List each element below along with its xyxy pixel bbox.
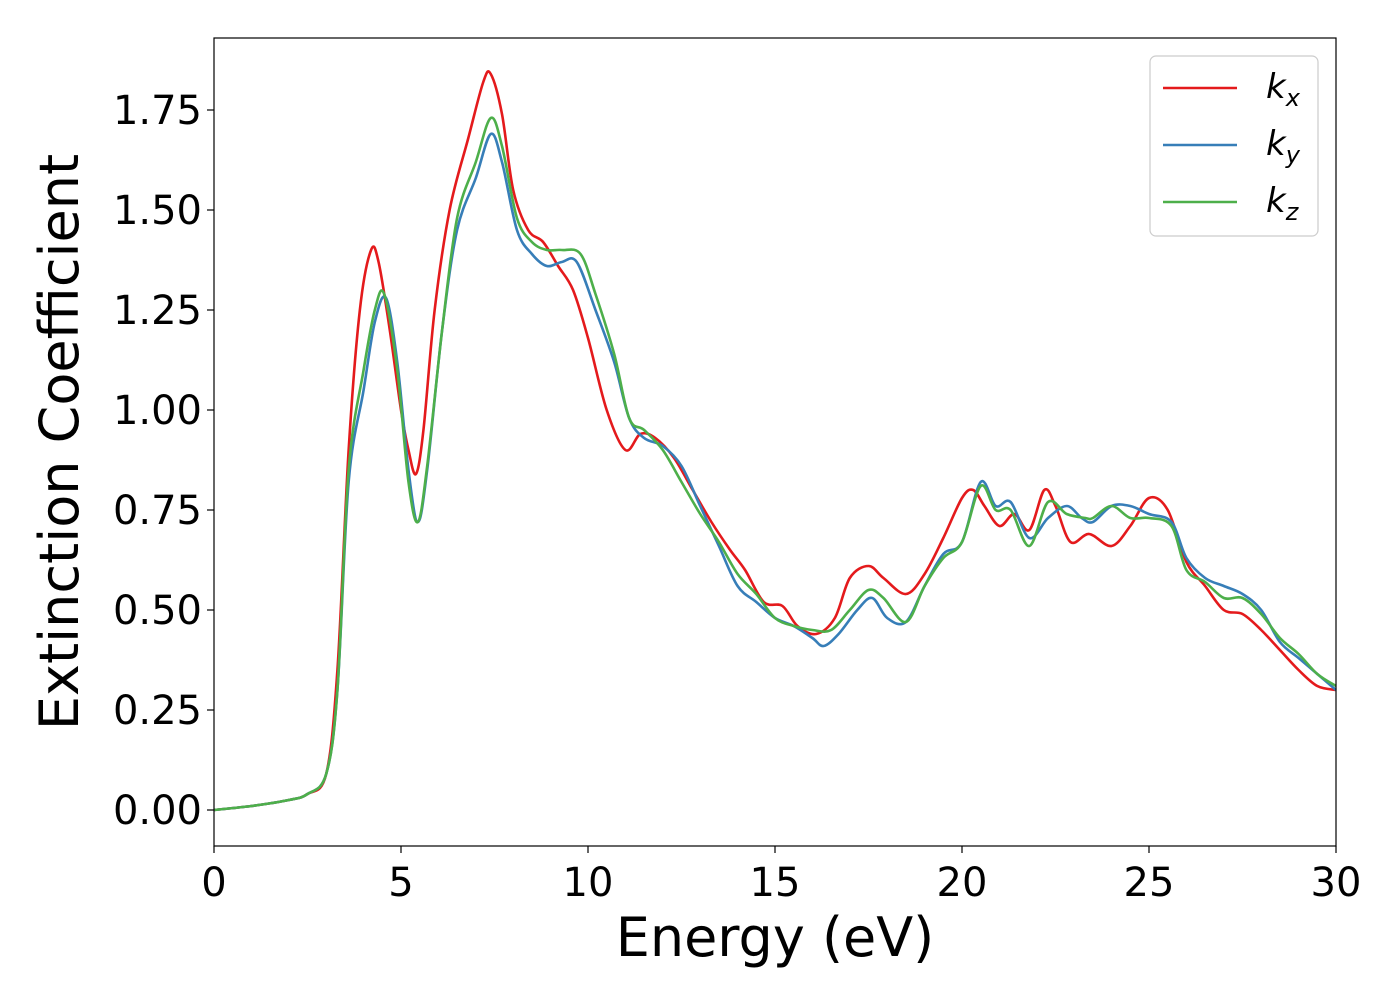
series-line-z: [213, 116, 1337, 812]
y-tick-label: 1.00: [113, 388, 202, 434]
y-tick-label: 1.25: [113, 288, 202, 334]
y-tick-label: 1.50: [113, 188, 202, 234]
y-axis-title: Extinction Coefficient: [28, 154, 91, 730]
y-axis-ticks: 0.00 0.25 0.50 0.75 1.00 1.25 1.50 1.75: [113, 88, 214, 834]
series-line-x: [213, 70, 1337, 812]
y-tick-label: 0.00: [113, 788, 202, 834]
x-tick-label: 0: [201, 860, 226, 906]
series-layer: [213, 70, 1337, 812]
y-tick-label: 0.50: [113, 588, 202, 634]
x-tick-label: 30: [1311, 860, 1362, 906]
x-tick-label: 25: [1124, 860, 1175, 906]
x-tick-label: 15: [750, 860, 801, 906]
x-tick-label: 10: [563, 860, 614, 906]
x-tick-label: 20: [937, 860, 988, 906]
y-tick-label: 0.25: [113, 688, 202, 734]
x-axis-ticks: 0 5 10 15 20 25 30: [201, 846, 1361, 906]
y-tick-label: 0.75: [113, 488, 202, 534]
y-tick-label: 1.75: [113, 88, 202, 134]
x-tick-label: 5: [388, 860, 413, 906]
x-axis-title: Energy (eV): [616, 906, 935, 969]
